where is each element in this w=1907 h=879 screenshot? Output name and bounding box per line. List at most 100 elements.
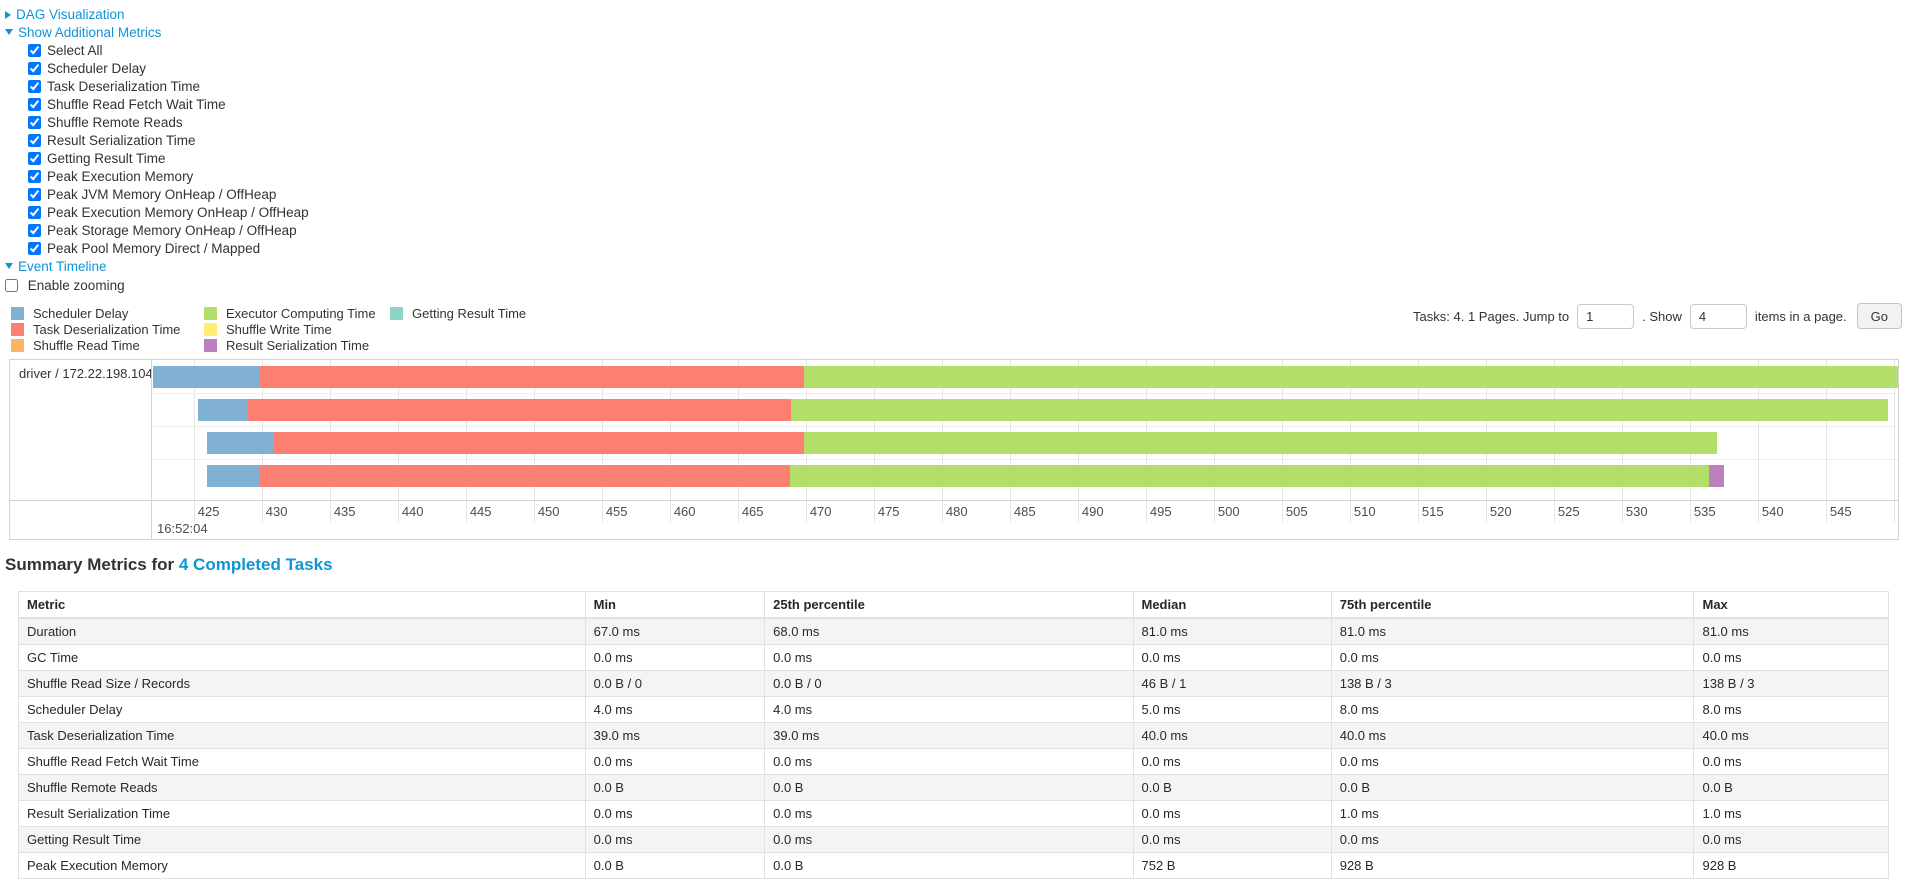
axis-tick-line: [1146, 501, 1147, 522]
column-header-metric: Metric: [19, 592, 586, 619]
metric-checkbox[interactable]: [28, 62, 41, 75]
metric-value-cell: 138 B / 3: [1331, 671, 1694, 697]
axis-tick-line: [466, 501, 467, 522]
metric-checkbox[interactable]: [28, 224, 41, 237]
axis-tick-line: [874, 501, 875, 522]
axis-tick-label: 485: [1014, 504, 1036, 519]
metric-checkbox-item: Peak JVM Memory OnHeap / OffHeap: [28, 186, 1907, 204]
enable-zooming-checkbox[interactable]: [5, 279, 18, 292]
legend-label: Result Serialization Time: [226, 338, 369, 353]
timeline-row-separator: [153, 459, 1898, 460]
axis-tick-label: 520: [1490, 504, 1512, 519]
items-per-page-input[interactable]: [1690, 304, 1747, 329]
task-bar-segment-task-deserialization[interactable]: [260, 465, 789, 487]
show-additional-metrics-link[interactable]: Show Additional Metrics: [18, 25, 161, 40]
legend-label: Getting Result Time: [412, 306, 526, 321]
axis-tick-label: 490: [1082, 504, 1104, 519]
metric-value-cell: 0.0 B: [1694, 775, 1889, 801]
event-timeline-link[interactable]: Event Timeline: [18, 259, 107, 274]
metric-value-cell: 0.0 ms: [1133, 749, 1331, 775]
task-bar-segment-executor-computing[interactable]: [804, 366, 1898, 388]
metric-name-cell: Task Deserialization Time: [19, 723, 586, 749]
metric-checkbox-item: Result Serialization Time: [28, 132, 1907, 150]
task-bar-segment-scheduler-delay[interactable]: [207, 432, 274, 454]
metric-checkbox-label: Peak Execution Memory OnHeap / OffHeap: [47, 205, 309, 220]
axis-tick-line: [1486, 501, 1487, 522]
task-bar-segment-scheduler-delay[interactable]: [198, 399, 248, 421]
legend-swatch-getting-result: [390, 307, 403, 320]
metric-checkbox[interactable]: [28, 134, 41, 147]
dag-visualization-link[interactable]: DAG Visualization: [16, 7, 125, 22]
task-bar-segment-executor-computing[interactable]: [804, 432, 1717, 454]
metric-value-cell: 0.0 ms: [585, 827, 765, 853]
dag-visualization-toggle[interactable]: DAG Visualization: [5, 6, 1907, 24]
metric-checkbox-item: Select All: [28, 42, 1907, 60]
jump-to-page-input[interactable]: [1577, 304, 1634, 329]
collapse-right-arrow-icon: [5, 11, 11, 19]
axis-tick-line: [330, 501, 331, 522]
legend-label: Shuffle Read Time: [33, 338, 140, 353]
task-bar-segment-scheduler-delay[interactable]: [207, 465, 260, 487]
metric-value-cell: 0.0 ms: [1133, 801, 1331, 827]
metric-checkbox[interactable]: [28, 98, 41, 111]
axis-tick-label: 465: [742, 504, 764, 519]
task-bar-segment-task-deserialization[interactable]: [248, 399, 791, 421]
metric-checkbox[interactable]: [28, 170, 41, 183]
metric-checkbox[interactable]: [28, 152, 41, 165]
metric-value-cell: 0.0 B / 0: [765, 671, 1133, 697]
axis-tick-label: 450: [538, 504, 560, 519]
axis-tick-label: 440: [402, 504, 424, 519]
axis-tick-label: 535: [1694, 504, 1716, 519]
metric-checkbox[interactable]: [28, 188, 41, 201]
column-header-median: Median: [1133, 592, 1331, 619]
axis-tick-line: [806, 501, 807, 522]
pager-suffix-text: items in a page.: [1755, 309, 1847, 324]
metric-value-cell: 0.0 ms: [1331, 645, 1694, 671]
metric-value-cell: 0.0 ms: [1133, 645, 1331, 671]
metric-checkbox[interactable]: [28, 242, 41, 255]
metric-value-cell: 0.0 ms: [1133, 827, 1331, 853]
task-bar-segment-task-deserialization[interactable]: [260, 366, 804, 388]
metric-checkbox-label: Peak Storage Memory OnHeap / OffHeap: [47, 223, 297, 238]
metric-value-cell: 39.0 ms: [765, 723, 1133, 749]
show-additional-metrics-toggle[interactable]: Show Additional Metrics: [5, 24, 1907, 42]
axis-tick-line: [1826, 501, 1827, 522]
metric-value-cell: 81.0 ms: [1133, 618, 1331, 645]
legend-column: Getting Result Time: [390, 305, 526, 353]
task-bar-segment-executor-computing[interactable]: [791, 399, 1889, 421]
metric-value-cell: 0.0 ms: [1331, 749, 1694, 775]
metric-checkbox-item: Peak Execution Memory OnHeap / OffHeap: [28, 204, 1907, 222]
go-button[interactable]: Go: [1857, 303, 1902, 329]
task-bar-segment-scheduler-delay[interactable]: [153, 366, 260, 388]
event-timeline-toggle[interactable]: Event Timeline: [5, 258, 1907, 276]
axis-tick-line: [1554, 501, 1555, 522]
task-bar-segment-result-serialization[interactable]: [1709, 465, 1724, 487]
metric-checkbox-item: Peak Execution Memory: [28, 168, 1907, 186]
metric-value-cell: 4.0 ms: [765, 697, 1133, 723]
axis-tick-line: [1078, 501, 1079, 522]
metric-value-cell: 928 B: [1694, 853, 1889, 879]
task-bar-segment-executor-computing[interactable]: [790, 465, 1709, 487]
metric-value-cell: 0.0 B: [1331, 775, 1694, 801]
metric-checkbox[interactable]: [28, 80, 41, 93]
metric-checkbox[interactable]: [28, 206, 41, 219]
task-bar-segment-task-deserialization[interactable]: [274, 432, 804, 454]
legend-item: Shuffle Write Time: [204, 321, 390, 337]
metric-value-cell: 67.0 ms: [585, 618, 765, 645]
axis-tick-line: [1214, 501, 1215, 522]
legend-label: Executor Computing Time: [226, 306, 376, 321]
axis-tick-line: [398, 501, 399, 522]
metric-checkbox-item: Task Deserialization Time: [28, 78, 1907, 96]
completed-tasks-link[interactable]: 4 Completed Tasks: [179, 555, 333, 574]
metric-checkbox[interactable]: [28, 44, 41, 57]
metric-checkbox[interactable]: [28, 116, 41, 129]
enable-zooming-row: Enable zooming: [5, 277, 1907, 295]
